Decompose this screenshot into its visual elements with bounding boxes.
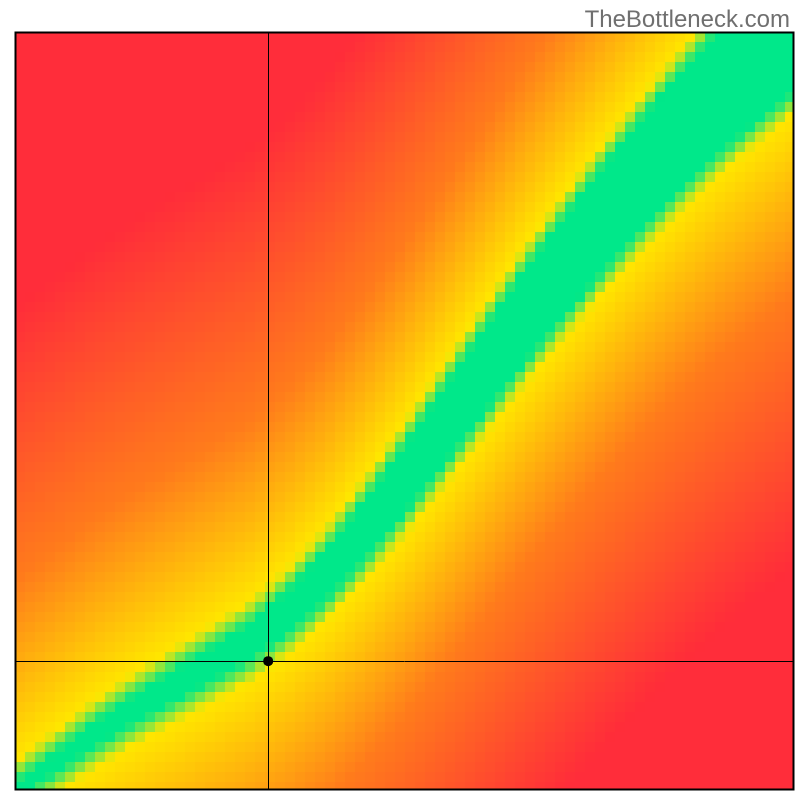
bottleneck-heatmap bbox=[0, 0, 800, 800]
chart-container: { "watermark": { "text": "TheBottleneck.… bbox=[0, 0, 800, 800]
